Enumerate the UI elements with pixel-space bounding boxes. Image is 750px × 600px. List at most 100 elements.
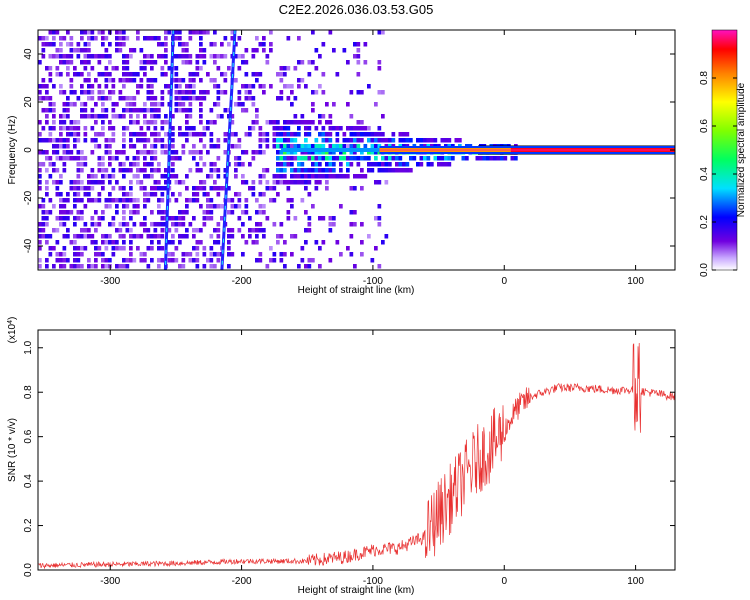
spectrogram-cell xyxy=(188,54,193,59)
spectrogram-cell xyxy=(45,210,49,215)
spectrogram-cell xyxy=(262,84,266,89)
spectrogram-cell xyxy=(486,156,490,161)
spectrogram-cell xyxy=(220,54,224,59)
spectrogram-cell xyxy=(118,234,123,239)
spectrogram-cell xyxy=(293,144,298,149)
spectrogram-cell xyxy=(171,144,175,149)
spectrogram-cell xyxy=(174,72,179,77)
spectrogram-cell xyxy=(244,204,249,209)
spectrogram-cell xyxy=(132,48,137,53)
spectrogram-cell xyxy=(76,96,81,101)
spectrogram-cell xyxy=(178,42,182,47)
spectrogram-cell xyxy=(59,264,63,269)
spectrogram-ytick-label: 0 xyxy=(23,147,34,153)
spectrogram-cell xyxy=(332,150,336,155)
spectrogram-cell xyxy=(80,252,84,257)
spectrogram-cell xyxy=(122,162,126,167)
spectrogram-y-label: Frequency (Hz) xyxy=(7,116,18,185)
spectrogram-cell xyxy=(171,258,175,263)
spectrogram-cell xyxy=(160,90,165,95)
spectrogram-cell xyxy=(195,132,200,137)
spectrogram-cell xyxy=(136,180,140,185)
spectrogram-cell xyxy=(346,138,350,143)
spectrogram-cell xyxy=(339,252,343,257)
spectrogram-cell xyxy=(118,90,123,95)
spectrogram-cell xyxy=(111,132,116,137)
spectrogram-cell xyxy=(321,42,326,47)
spectrogram-cell xyxy=(223,72,228,77)
spectrogram-cell xyxy=(192,186,196,191)
spectrogram-cell xyxy=(52,30,56,35)
spectrogram-cell xyxy=(38,138,42,143)
spectrogram-cell xyxy=(80,30,84,35)
spectrogram-cell xyxy=(367,162,371,167)
spectrogram-cell xyxy=(192,198,196,203)
spectrogram-cell xyxy=(199,240,203,245)
spectrogram-cell xyxy=(90,240,95,245)
spectrogram-cell xyxy=(146,84,151,89)
snr-y-ticks: 0.00.20.40.60.81.0 xyxy=(23,340,675,577)
spectrogram-cell xyxy=(160,174,165,179)
spectrogram-cell xyxy=(360,120,364,125)
spectrogram-cell xyxy=(234,78,238,83)
spectrogram-cell xyxy=(255,228,259,233)
spectrogram-cell xyxy=(118,48,123,53)
spectrogram-cell xyxy=(101,126,105,131)
spectrogram-cell xyxy=(202,246,207,251)
spectrogram-cell xyxy=(69,264,74,269)
spectrogram-cell xyxy=(136,108,140,113)
spectrogram-cell xyxy=(199,102,203,107)
spectrogram-cell xyxy=(83,162,88,167)
spectrogram-cell xyxy=(90,174,95,179)
spectrogram-cell xyxy=(300,174,305,179)
spectrogram-cell xyxy=(283,180,287,185)
spectrogram-cell xyxy=(185,48,189,53)
spectrogram-cell xyxy=(122,264,126,269)
spectrogram-cell xyxy=(262,234,266,239)
spectrogram-cell xyxy=(108,78,112,83)
spectrogram-cell xyxy=(153,192,158,197)
spectrogram-cell xyxy=(62,144,67,149)
spectrogram-cell xyxy=(202,126,207,131)
spectrogram-cell xyxy=(136,198,140,203)
spectrogram-cell xyxy=(111,108,116,113)
spectrogram-cell xyxy=(356,156,361,161)
spectrogram-cell xyxy=(356,120,361,125)
spectrogram-cell xyxy=(136,132,140,137)
spectrogram-cell xyxy=(115,246,119,251)
spectrogram-cell xyxy=(377,144,382,149)
spectrogram-cell xyxy=(192,234,196,239)
spectrogram-cell xyxy=(237,36,242,41)
spectrogram-cell xyxy=(213,84,217,89)
spectrogram-cell xyxy=(227,66,231,71)
spectrogram-cell xyxy=(202,144,207,149)
spectrogram-cell xyxy=(276,96,280,101)
spectrogram-cell xyxy=(115,240,119,245)
spectrogram-cell xyxy=(115,264,119,269)
spectrogram-cell xyxy=(398,156,403,161)
spectrogram-cell xyxy=(262,150,266,155)
spectrogram-cell xyxy=(55,66,60,71)
spectrogram-cell xyxy=(122,96,126,101)
spectrogram-cell xyxy=(41,222,46,227)
spectrogram-cell xyxy=(185,114,189,119)
spectrogram-cell xyxy=(94,258,98,263)
spectrogram-cell xyxy=(164,186,168,191)
spectrogram-cell xyxy=(405,162,410,167)
spectrogram-cell xyxy=(136,30,140,35)
spectrogram-cell xyxy=(185,54,189,59)
spectrogram-cell xyxy=(97,162,102,167)
spectrogram-cell xyxy=(157,210,161,215)
spectrogram-cell xyxy=(90,96,95,101)
spectrogram-cell xyxy=(304,168,308,173)
spectrogram-cell xyxy=(185,186,189,191)
spectrogram-cell xyxy=(80,168,84,173)
spectrogram-cell xyxy=(132,144,137,149)
spectrogram-cell xyxy=(241,108,245,113)
spectrogram-cell xyxy=(241,222,245,227)
spectrogram-cell xyxy=(48,54,53,59)
spectrogram-cell xyxy=(160,72,165,77)
spectrogram-cell xyxy=(90,264,95,269)
spectrogram-cell xyxy=(73,252,77,257)
spectrogram-cell xyxy=(384,156,389,161)
